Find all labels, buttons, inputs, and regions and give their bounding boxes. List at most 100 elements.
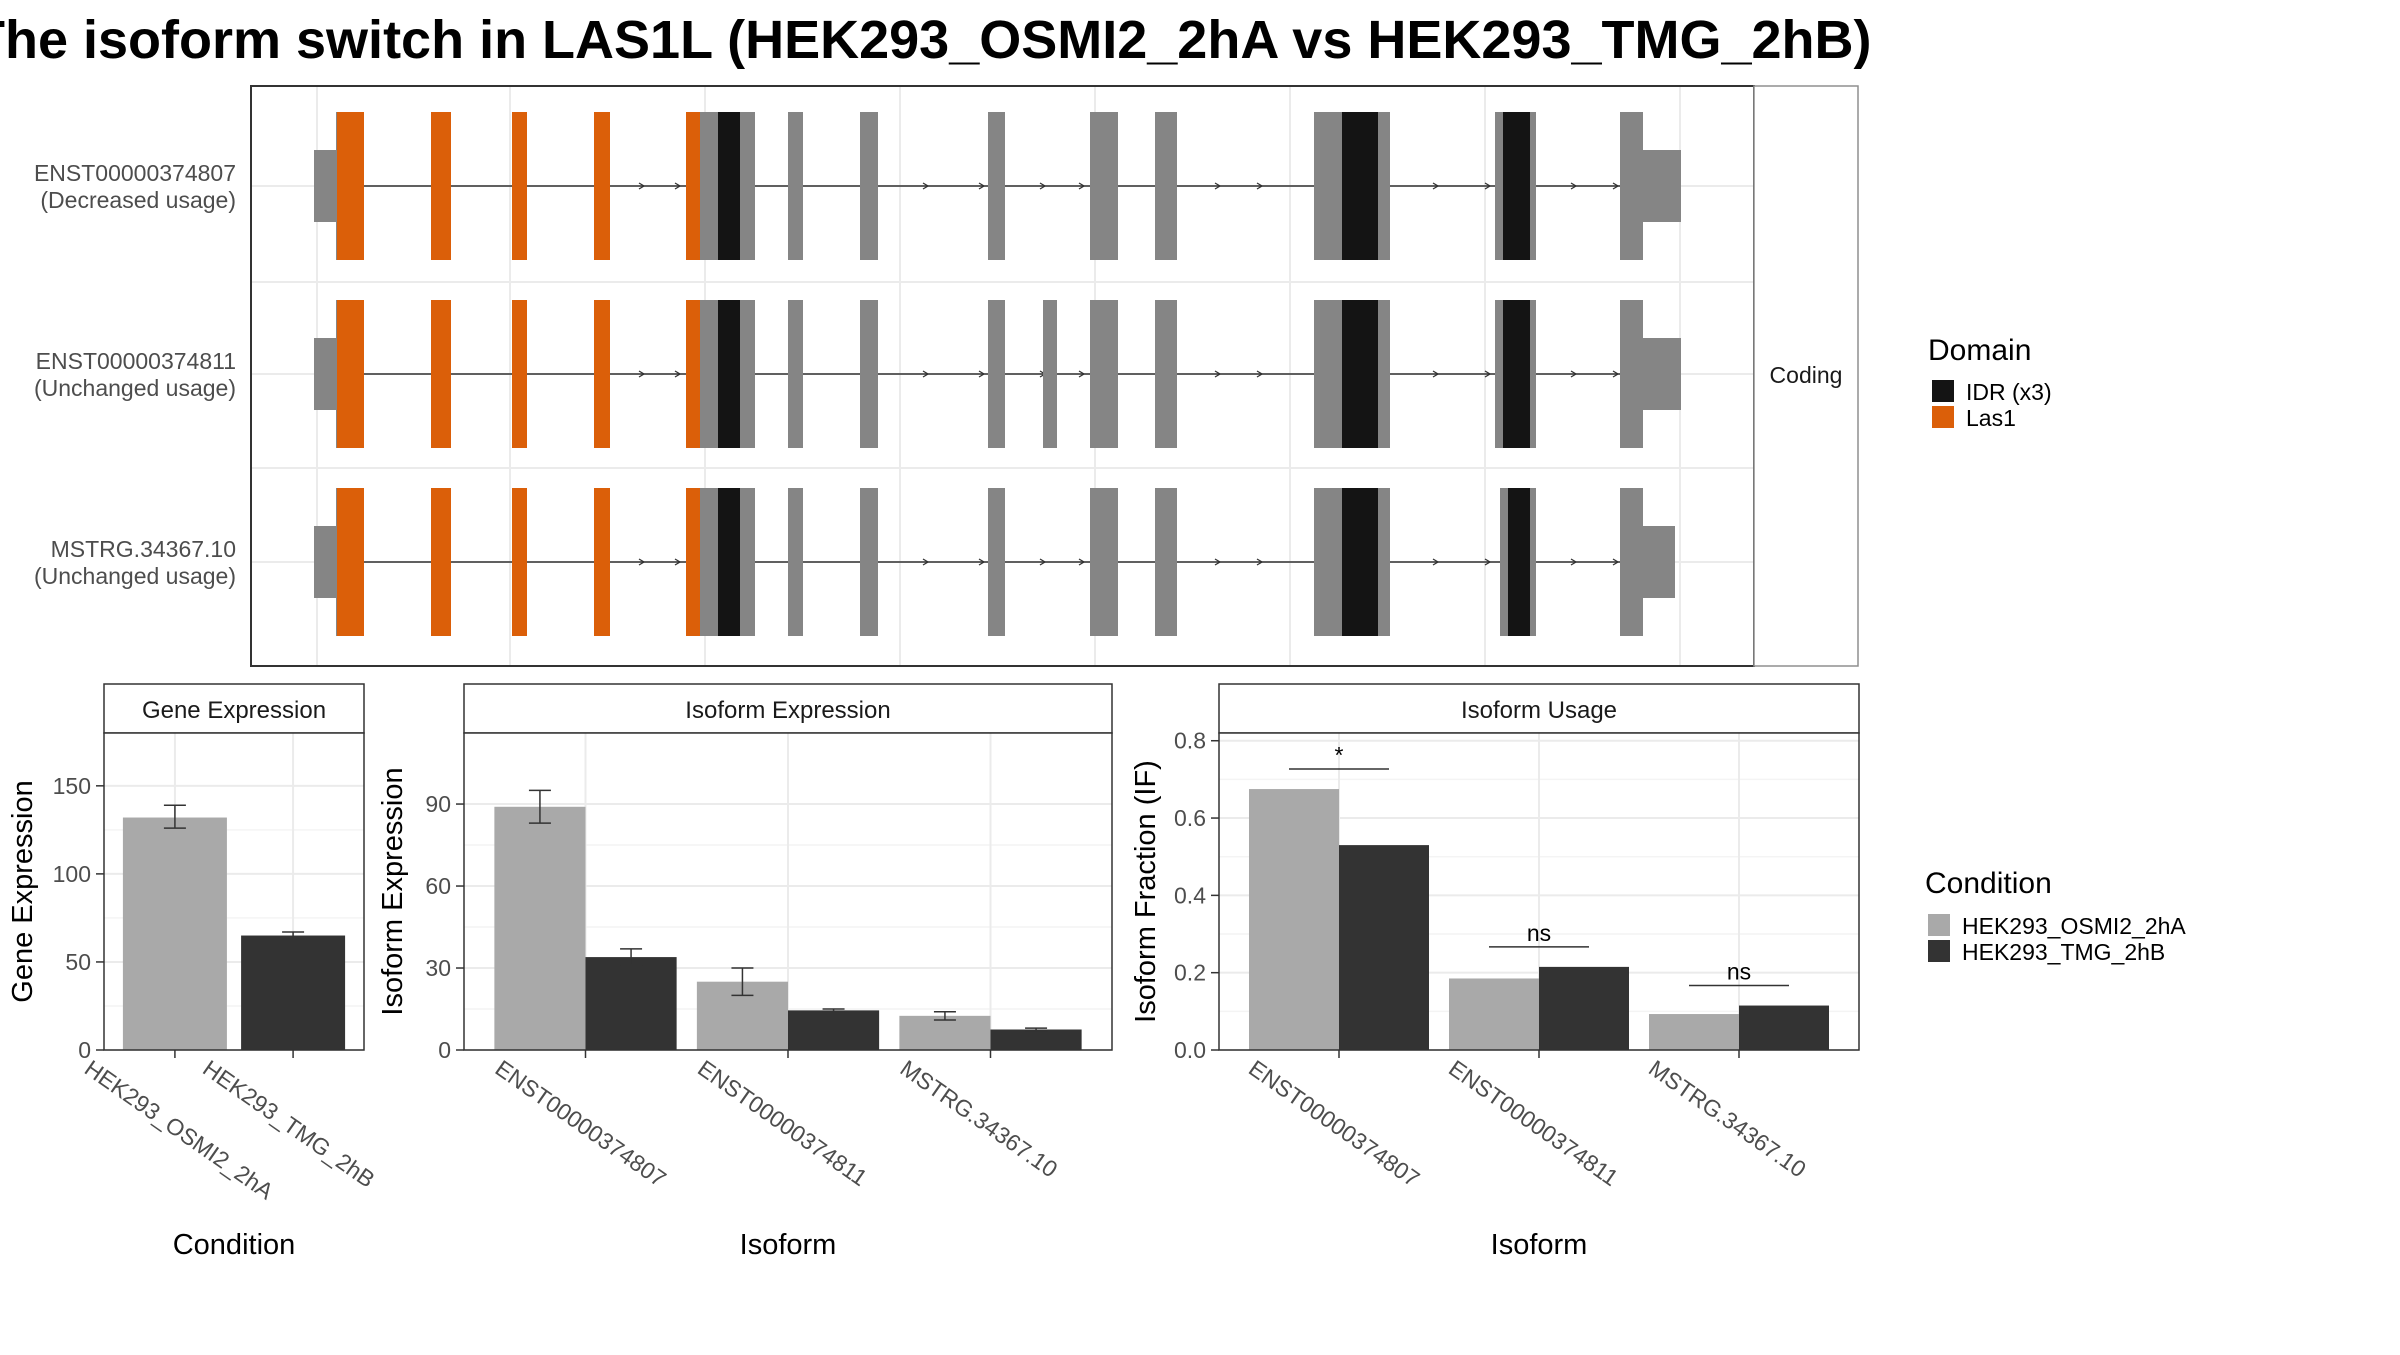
idr-domain — [1503, 300, 1530, 448]
intron-arrow — [922, 370, 930, 378]
x-tick-label: MSTRG.34367.10 — [1644, 1055, 1811, 1183]
bar — [241, 935, 346, 1050]
intron-arrow — [638, 370, 646, 378]
exon — [1155, 300, 1177, 448]
exon — [1620, 300, 1643, 448]
facet-strip-label: Coding — [1770, 362, 1843, 388]
exon — [1043, 300, 1057, 448]
intron-arrow — [638, 558, 646, 566]
las1-domain — [686, 112, 700, 260]
intron-arrow — [1039, 558, 1047, 566]
bar — [1339, 845, 1429, 1050]
chart-strip — [1218, 683, 1860, 734]
idr-domain — [718, 300, 740, 448]
las1-domain — [594, 488, 610, 636]
intron-arrow — [674, 558, 682, 566]
transcript-rows — [314, 112, 1681, 636]
exon — [1620, 488, 1643, 636]
x-axis-title: Isoform — [1491, 1229, 1588, 1261]
utr-5prime — [314, 150, 338, 222]
las1-domain — [337, 488, 364, 636]
las1-domain — [686, 300, 700, 448]
intron-arrow — [1256, 182, 1264, 190]
las1-domain — [594, 112, 610, 260]
exon — [1378, 112, 1390, 260]
intron-arrow — [978, 558, 986, 566]
exon — [740, 488, 755, 636]
bar — [1649, 1014, 1739, 1050]
x-axis-title: Condition — [173, 1229, 296, 1261]
legend-label-osmi: HEK293_OSMI2_2hA — [1962, 913, 2186, 939]
y-tick-label: 50 — [65, 949, 91, 975]
intron-arrow — [1432, 370, 1440, 378]
y-tick-label: 30 — [425, 955, 451, 981]
facet-strip — [1753, 85, 1859, 667]
exon — [1314, 488, 1342, 636]
exon — [860, 300, 878, 448]
idr-domain — [1342, 488, 1378, 636]
chart-title: Isoform Usage — [1461, 697, 1617, 724]
chart-strip — [103, 683, 365, 734]
bar-charts: Gene Expression 0 50 100 150 HEK293_OSMI2_2hA… — [7, 683, 1860, 1261]
intron-arrow — [978, 370, 986, 378]
y-tick-label: 0.4 — [1174, 882, 1206, 908]
x-axis-title: Isoform — [740, 1229, 837, 1261]
las1-domain — [431, 112, 451, 260]
bar — [788, 1010, 880, 1050]
exon — [860, 488, 878, 636]
y-axis-title: Isoform Expression — [377, 767, 409, 1015]
idr-domain — [1342, 112, 1378, 260]
las1-domain — [512, 112, 527, 260]
exon — [1378, 300, 1390, 448]
x-tick-label: ENST00000374807 — [491, 1055, 671, 1192]
bar — [1249, 789, 1339, 1050]
x-tick-label: MSTRG.34367.10 — [896, 1055, 1063, 1183]
chart-title: Gene Expression — [142, 697, 326, 724]
exon — [1090, 488, 1118, 636]
transcript-usage-label: (Unchanged usage) — [34, 563, 236, 589]
las1-domain — [686, 488, 700, 636]
significance-label: ns — [1527, 920, 1551, 946]
intron-arrow — [674, 370, 682, 378]
legend-swatch-las1 — [1932, 406, 1954, 428]
y-tick-label: 0 — [438, 1037, 451, 1063]
bar — [1539, 966, 1629, 1050]
exon — [788, 300, 803, 448]
condition-legend: Condition HEK293_OSMI2_2hA HEK293_TMG_2h… — [1925, 867, 2186, 965]
legend-label-tmg: HEK293_TMG_2hB — [1962, 939, 2165, 965]
las1-domain — [337, 300, 364, 448]
utr-3prime — [1643, 526, 1675, 598]
exon — [1495, 112, 1503, 260]
intron-arrow — [1432, 182, 1440, 190]
exon — [740, 300, 755, 448]
chart-strip — [463, 683, 1113, 734]
y-axis-title: Isoform Fraction (IF) — [1130, 760, 1162, 1023]
bar — [990, 1029, 1082, 1050]
significance-label: * — [1335, 742, 1344, 768]
bar-chart-3: Isoform Usage * ns ns 0.0 0.2 0.4 0.6 0.8 ENST000… — [1130, 683, 1860, 1261]
las1-domain — [431, 300, 451, 448]
y-tick-label: 0.8 — [1174, 728, 1206, 754]
intron-arrow — [1484, 370, 1492, 378]
condition-legend-title: Condition — [1925, 867, 2052, 900]
intron-arrow — [1039, 182, 1047, 190]
idr-domain — [718, 112, 740, 260]
exon — [988, 300, 1005, 448]
las1-domain — [512, 300, 527, 448]
exon — [1620, 112, 1643, 260]
y-tick-label: 90 — [425, 791, 451, 817]
bar — [122, 817, 227, 1050]
exon — [1155, 112, 1177, 260]
intron-arrow — [1612, 558, 1620, 566]
intron-arrow — [978, 182, 986, 190]
y-tick-label: 0.6 — [1174, 805, 1206, 831]
idr-domain — [1508, 488, 1530, 636]
utr-5prime — [314, 526, 338, 598]
utr-3prime — [1643, 338, 1681, 410]
exon — [988, 488, 1005, 636]
plot-border — [103, 732, 365, 1051]
bar-chart-2: Isoform Expression 0 30 60 90 ENST00000374807… — [377, 683, 1113, 1261]
chart-title: Isoform Expression — [685, 697, 890, 724]
